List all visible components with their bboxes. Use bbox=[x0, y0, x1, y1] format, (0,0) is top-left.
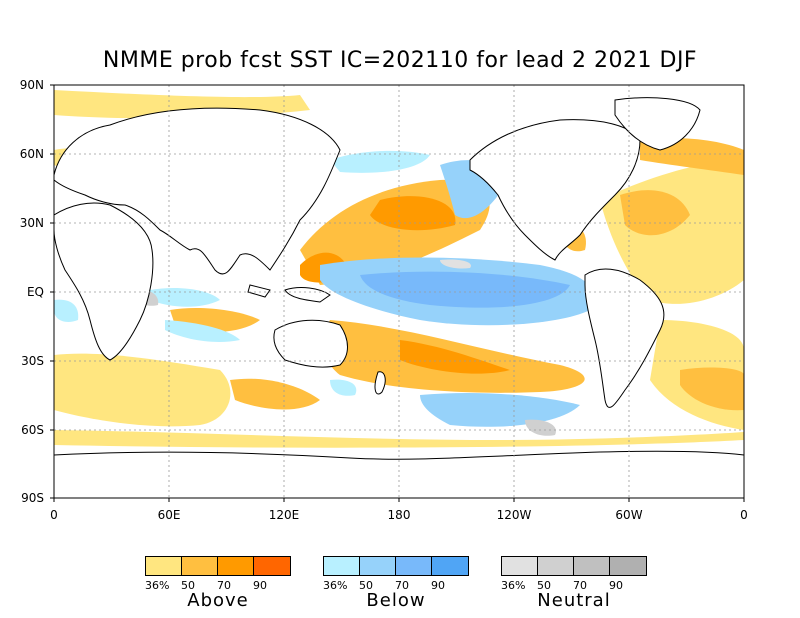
legend-neutral-swatch bbox=[502, 557, 538, 575]
legend-above-label: Above bbox=[187, 590, 249, 611]
map-title: NMME prob fcst SST IC=202110 for lead 2 … bbox=[102, 48, 698, 73]
legend-tick: 36% bbox=[501, 579, 526, 592]
legend-below-swatch bbox=[396, 557, 432, 575]
legend-neutral-swatch bbox=[538, 557, 574, 575]
lon-label-60w: 60W bbox=[615, 508, 643, 522]
lon-label-120e: 120E bbox=[268, 508, 300, 522]
above-shading bbox=[54, 90, 744, 448]
lat-label-eq: EQ bbox=[26, 285, 44, 299]
lat-label-30s: 30S bbox=[21, 354, 44, 368]
legend-below-swatch bbox=[360, 557, 396, 575]
legend-tick: 50 bbox=[537, 579, 551, 592]
legend-above-swatch bbox=[182, 557, 218, 575]
legend-tick: 50 bbox=[359, 579, 373, 592]
legend-below-swatch bbox=[324, 557, 360, 575]
lon-label-120w: 120W bbox=[496, 508, 532, 522]
legend-below-bar bbox=[323, 556, 469, 576]
legend-tick: 70 bbox=[395, 579, 409, 592]
legend-tick: 50 bbox=[181, 579, 195, 592]
legend-neutral-label: Neutral bbox=[537, 590, 611, 611]
legend-neutral-swatch bbox=[610, 557, 646, 575]
legend-neutral: 36% 50 70 90 Neutral bbox=[501, 556, 647, 611]
lat-label-90s: 90S bbox=[21, 491, 44, 505]
lat-label-60s: 60S bbox=[21, 423, 44, 437]
legend-tick: 90 bbox=[609, 579, 623, 592]
legend-below-swatch bbox=[432, 557, 468, 575]
lat-label-30n: 30N bbox=[19, 216, 44, 230]
legend-above-swatch bbox=[218, 557, 254, 575]
below-shading bbox=[54, 150, 594, 427]
lon-label-0-east: 0 bbox=[740, 508, 748, 522]
legend-tick: 36% bbox=[323, 579, 348, 592]
axis-ticks bbox=[50, 84, 745, 502]
lat-label-90n: 90N bbox=[19, 78, 44, 92]
lon-label-60e: 60E bbox=[157, 508, 181, 522]
legend-neutral-swatch bbox=[574, 557, 610, 575]
legend-below: 36% 50 70 90 Below bbox=[323, 556, 469, 611]
lon-label-180: 180 bbox=[387, 508, 411, 522]
legend-above-swatch bbox=[254, 557, 290, 575]
legend-above: 36% 50 70 90 Above bbox=[145, 556, 291, 611]
legend-above-swatch bbox=[146, 557, 182, 575]
lon-label-0: 0 bbox=[50, 508, 58, 522]
graticule bbox=[54, 85, 744, 498]
legend-tick: 36% bbox=[145, 579, 170, 592]
legend-below-label: Below bbox=[366, 590, 426, 611]
legend-tick: 90 bbox=[253, 579, 267, 592]
continents bbox=[54, 97, 744, 498]
legend-tick: 70 bbox=[217, 579, 231, 592]
legend-tick: 90 bbox=[431, 579, 445, 592]
legend-above-bar bbox=[145, 556, 291, 576]
lat-label-60n: 60N bbox=[19, 147, 44, 161]
legend-neutral-bar bbox=[501, 556, 647, 576]
legend-tick: 70 bbox=[573, 579, 587, 592]
